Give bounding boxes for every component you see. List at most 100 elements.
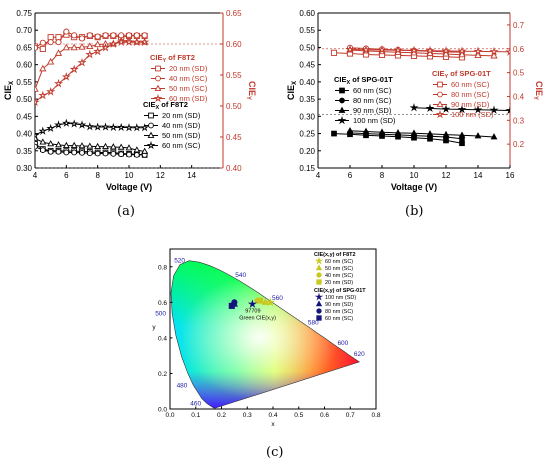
series-left-point: [140, 123, 149, 132]
series-left-point: [94, 150, 101, 157]
caption-c: (c): [266, 445, 283, 460]
cie-legend-marker: [316, 272, 322, 278]
series-right-point: [425, 45, 435, 55]
series-right-point: [124, 37, 134, 47]
cie-legend-item-label: 80 nm (SC): [325, 309, 353, 315]
series-left-point: [410, 129, 418, 136]
y-left-tick-label: 0.20: [299, 147, 315, 156]
series-left-point: [394, 129, 402, 136]
y-left-axis-label: CIEX: [3, 81, 15, 100]
series-right-point: [94, 40, 102, 48]
legend-title: CIEY of F8T2: [150, 53, 195, 64]
series-right-point: [47, 57, 55, 65]
legend-item-label: 60 nm (SC): [451, 80, 490, 89]
cie-legend-item-label: 20 nm (SD): [325, 280, 353, 286]
series-right-point: [345, 44, 355, 54]
legend-marker: [153, 93, 163, 103]
series-left-point: [133, 146, 141, 153]
cie-wavelength-label: 460: [190, 401, 201, 408]
series-right-point: [100, 42, 111, 52]
cie-gamut-white: [171, 260, 360, 409]
legend-marker: [337, 115, 347, 125]
cie-legend-item-label: 50 nm (SC): [325, 266, 353, 272]
x-tick-label: 6: [64, 171, 69, 180]
series-right-point: [86, 42, 94, 50]
series-right-point: [47, 34, 54, 41]
legend-marker: [435, 109, 445, 119]
series-right-point: [490, 51, 498, 59]
y-right-axis-label: CIEY: [245, 81, 257, 100]
series-right-point: [35, 97, 40, 107]
cie-legend-item-label: 40 nm (SC): [325, 273, 353, 279]
series-right-point: [39, 45, 46, 53]
legend-item-label: 80 nm (SC): [451, 90, 490, 99]
series-left-line: [349, 130, 495, 138]
series-left-point: [125, 144, 133, 151]
legend-item-label: 60 nm (SD): [169, 94, 208, 103]
cie-legend-item-label: 60 nm (SC): [325, 316, 353, 322]
series-left-point: [86, 150, 93, 157]
series-left-point: [409, 103, 419, 112]
series-right-point: [489, 46, 499, 56]
series-right-point: [78, 43, 86, 50]
cie-x-tick-label: 0.7: [346, 412, 355, 419]
series-left-point: [124, 123, 134, 132]
cie-x-axis-label: x: [271, 421, 275, 428]
series-left-point: [141, 147, 149, 154]
cie-point: [228, 302, 235, 309]
y-left-tick-label: 0.15: [299, 164, 315, 173]
series-left-point: [70, 141, 78, 148]
cie-wavelength-label: 540: [235, 272, 246, 279]
series-left-point: [46, 123, 55, 133]
x-tick-label: 4: [316, 171, 321, 180]
y-left-tick-label: 0.40: [16, 130, 32, 139]
series-right-point: [330, 49, 338, 56]
y-left-tick-label: 0.70: [16, 26, 32, 35]
series-left-point: [109, 122, 118, 132]
cie-wavelength-label: 580: [308, 319, 319, 326]
x-axis-label: Voltage (V): [106, 182, 152, 192]
series-left-point: [118, 151, 125, 158]
cie-point: [247, 299, 258, 308]
x-tick-label: 12: [156, 171, 165, 180]
cie-point: [265, 297, 276, 307]
cie-legend-title: CIE(x,y) of SPG-01T: [314, 288, 366, 294]
x-tick-label: 14: [187, 171, 196, 180]
cie-legend-marker: [315, 300, 323, 307]
y-left-tick-label: 0.55: [299, 26, 315, 35]
series-left-point: [490, 133, 498, 140]
legend-item-label: 20 nm (SD): [169, 64, 208, 73]
series-left-point: [331, 130, 337, 137]
series-right-point: [63, 28, 70, 35]
series-right-point: [62, 43, 70, 51]
series-right-point: [71, 32, 78, 39]
cie-y-tick-label: 0.4: [158, 335, 167, 342]
legend-item-label: 40 nm (SC): [169, 74, 208, 83]
legend-item-label: 90 nm (SD): [353, 106, 392, 115]
y-left-tick-label: 0.30: [299, 112, 315, 121]
legend-item-label: 50 nm (SD): [162, 131, 201, 140]
legend-item-label: 80 nm (SC): [353, 96, 392, 105]
series-left-point: [35, 143, 38, 150]
series-left-point: [505, 105, 510, 115]
series-right-point: [377, 45, 387, 54]
cie-y-axis-label: y: [152, 324, 156, 331]
series-right-point: [458, 50, 466, 58]
series-left-point: [38, 126, 48, 135]
cie-x-tick-label: 0.3: [243, 412, 252, 419]
series-left-point: [132, 123, 142, 132]
y-left-tick-label: 0.50: [16, 95, 32, 104]
x-axis-label: Voltage (V): [391, 182, 437, 192]
series-right-point: [46, 86, 56, 96]
y-left-tick-label: 0.25: [299, 130, 315, 139]
series-left-point: [101, 122, 110, 131]
cie-y-tick-label: 0.6: [158, 300, 167, 307]
panel-c-chart: 0.0 0.1 0.2 0.3 0.4 0.5 0.6 0.7 0.8 0.0 0.2 0.4 0.6 0…: [152, 248, 381, 428]
legend-marker: [154, 84, 162, 91]
series-left-point: [69, 119, 79, 128]
cie-wavelength-label: 600: [337, 340, 348, 347]
legend-marker: [339, 87, 345, 94]
series-left-point: [473, 105, 483, 114]
